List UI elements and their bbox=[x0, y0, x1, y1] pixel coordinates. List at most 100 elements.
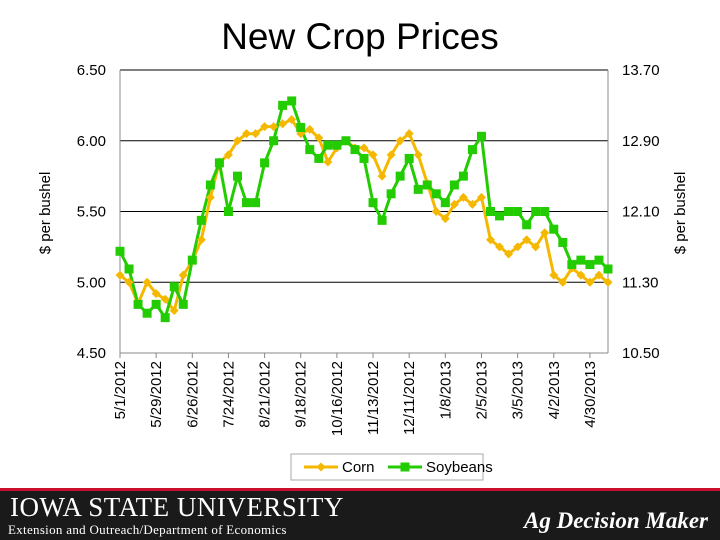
data-point-soybeans bbox=[242, 198, 252, 208]
data-point-soybeans bbox=[205, 180, 215, 190]
legend-swatch-marker bbox=[316, 462, 326, 472]
data-point-corn bbox=[395, 136, 405, 146]
y-tick-label-left: 6.50 bbox=[77, 62, 106, 79]
data-point-soybeans bbox=[531, 207, 541, 216]
x-tick-label: 8/21/2012 bbox=[257, 361, 274, 428]
data-point-soybeans bbox=[377, 215, 387, 225]
y-tick-label-right: 12.90 bbox=[622, 133, 660, 150]
y-axis-label-left: $ per bushel bbox=[37, 172, 54, 255]
data-point-corn bbox=[124, 277, 134, 287]
data-point-soybeans bbox=[169, 282, 179, 292]
x-tick-label: 3/5/2013 bbox=[510, 361, 527, 419]
data-point-soybeans bbox=[594, 255, 604, 265]
footer-divider bbox=[0, 488, 720, 491]
data-point-corn bbox=[151, 289, 161, 299]
data-point-soybeans bbox=[486, 207, 496, 216]
data-point-soybeans bbox=[558, 237, 568, 247]
data-point-soybeans bbox=[196, 215, 206, 225]
data-point-corn bbox=[476, 192, 486, 202]
data-point-soybeans bbox=[350, 145, 360, 155]
data-point-soybeans bbox=[278, 100, 288, 110]
data-point-soybeans bbox=[422, 180, 432, 190]
data-point-corn bbox=[467, 199, 477, 209]
data-point-soybeans bbox=[522, 220, 532, 230]
slide-title: New Crop Prices bbox=[221, 16, 499, 57]
data-point-soybeans bbox=[395, 171, 405, 181]
data-point-corn bbox=[549, 270, 559, 280]
data-point-soybeans bbox=[404, 153, 414, 163]
data-point-corn bbox=[242, 129, 252, 139]
data-point-corn bbox=[260, 122, 270, 132]
data-point-soybeans bbox=[458, 171, 468, 181]
data-point-soybeans bbox=[151, 299, 161, 309]
data-point-corn bbox=[576, 270, 586, 280]
data-point-soybeans bbox=[431, 189, 441, 199]
data-point-corn bbox=[359, 143, 369, 153]
data-point-corn bbox=[540, 228, 550, 238]
data-point-soybeans bbox=[359, 153, 369, 163]
data-point-corn bbox=[160, 294, 170, 304]
data-point-corn bbox=[178, 270, 188, 280]
data-point-soybeans bbox=[576, 255, 586, 265]
data-point-corn bbox=[223, 150, 233, 160]
data-point-soybeans bbox=[413, 184, 423, 194]
x-tick-label: 6/26/2012 bbox=[184, 361, 201, 428]
data-point-corn bbox=[196, 235, 206, 245]
y-tick-label-left: 5.00 bbox=[77, 274, 106, 291]
data-point-soybeans bbox=[305, 145, 315, 155]
data-point-corn bbox=[386, 150, 396, 160]
x-tick-label: 7/24/2012 bbox=[220, 361, 237, 428]
data-point-soybeans bbox=[476, 131, 486, 141]
data-point-soybeans bbox=[287, 96, 297, 106]
data-point-soybeans bbox=[495, 211, 505, 221]
data-point-corn bbox=[323, 157, 333, 167]
data-point-soybeans bbox=[332, 140, 342, 150]
x-tick-label: 12/11/2012 bbox=[401, 361, 418, 435]
data-point-soybeans bbox=[386, 189, 396, 199]
data-point-soybeans bbox=[269, 136, 279, 146]
data-point-corn bbox=[504, 249, 514, 259]
data-point-corn bbox=[368, 150, 378, 160]
data-point-corn bbox=[413, 150, 423, 160]
data-point-soybeans bbox=[504, 207, 514, 216]
y-axis-label-right: $ per bushel bbox=[672, 172, 689, 255]
data-point-soybeans bbox=[142, 308, 152, 318]
data-point-corn bbox=[404, 129, 414, 139]
x-tick-label: 4/30/2013 bbox=[582, 361, 599, 428]
data-point-corn bbox=[531, 242, 541, 252]
data-point-corn bbox=[251, 129, 261, 139]
data-point-soybeans bbox=[115, 246, 125, 256]
y-tick-label-right: 11.30 bbox=[622, 274, 658, 291]
data-point-corn bbox=[269, 122, 279, 132]
data-point-soybeans bbox=[603, 264, 613, 274]
data-point-soybeans bbox=[187, 255, 197, 265]
data-point-corn bbox=[449, 199, 459, 209]
x-tick-label: 10/16/2012 bbox=[329, 361, 346, 436]
data-point-corn bbox=[305, 124, 315, 134]
data-point-corn bbox=[558, 277, 568, 287]
legend: Corn Soybeans bbox=[290, 453, 493, 481]
y-tick-label-right: 13.70 bbox=[622, 62, 660, 79]
data-point-soybeans bbox=[214, 158, 224, 168]
x-tick-label: 4/2/2013 bbox=[546, 361, 563, 419]
university-logo: IOWA STATE UNIVERSITY bbox=[10, 492, 344, 522]
data-point-soybeans bbox=[368, 198, 378, 208]
data-point-corn bbox=[594, 270, 604, 280]
x-tick-label: 11/13/2012 bbox=[365, 361, 382, 435]
data-point-corn bbox=[142, 277, 152, 287]
legend-label: Corn bbox=[342, 459, 375, 476]
data-point-soybeans bbox=[133, 299, 143, 309]
data-point-soybeans bbox=[314, 153, 324, 163]
data-point-soybeans bbox=[223, 207, 233, 216]
price-chart: 4.50 5.00 5.50 6.00 6.50 10.50 11.30 12.10 12.9… bbox=[37, 62, 689, 481]
x-tick-label: 5/1/2012 bbox=[112, 361, 129, 419]
data-point-soybeans bbox=[540, 207, 550, 216]
y-tick-label-right: 12.10 bbox=[622, 204, 660, 221]
y-tick-label-left: 6.00 bbox=[77, 133, 106, 150]
data-point-corn bbox=[377, 171, 387, 181]
data-point-soybeans bbox=[323, 140, 333, 150]
data-point-soybeans bbox=[440, 198, 450, 208]
data-point-corn bbox=[169, 306, 179, 316]
footer-band bbox=[0, 488, 720, 540]
data-point-corn bbox=[205, 192, 215, 202]
